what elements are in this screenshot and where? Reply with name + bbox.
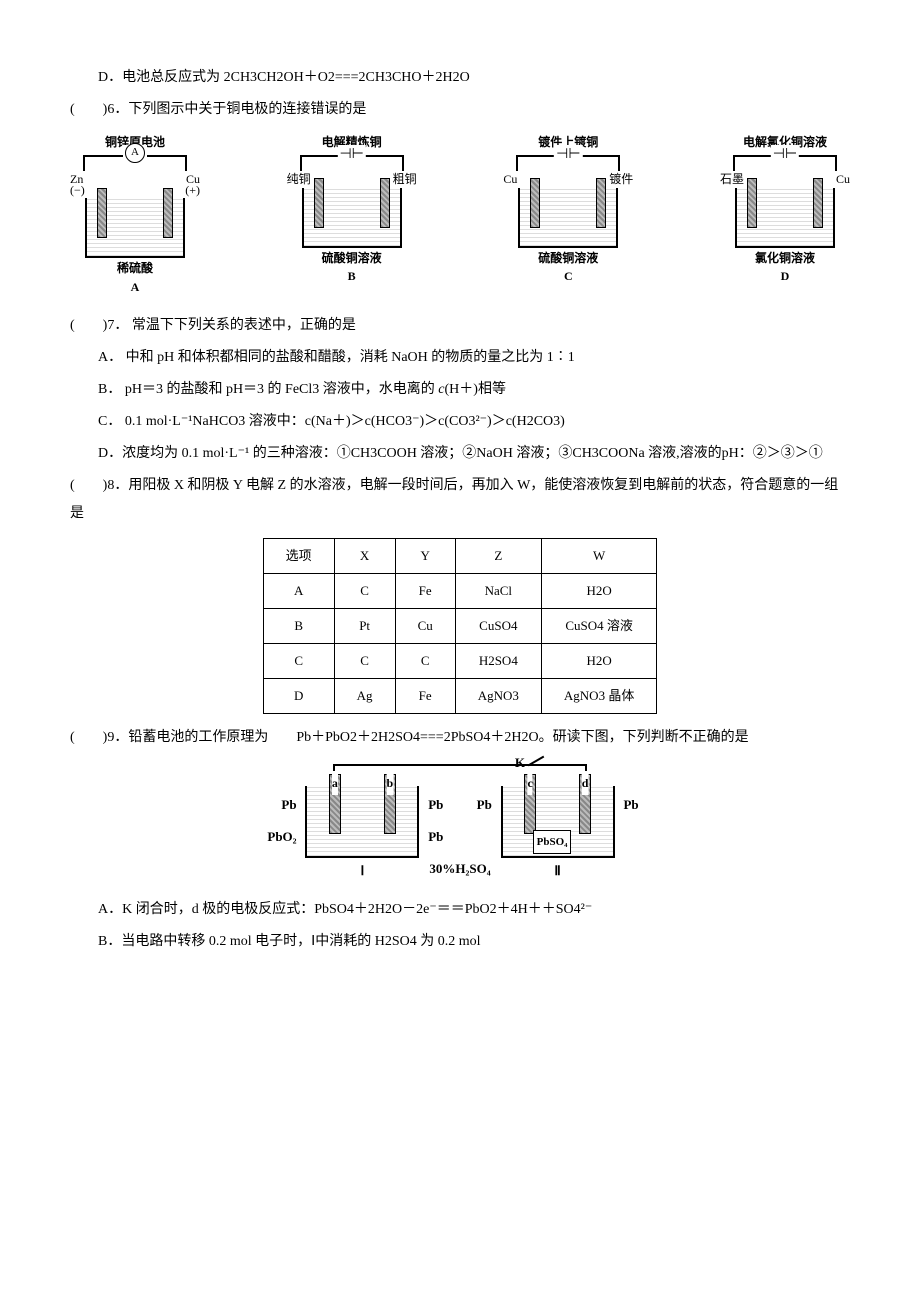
q8-header-row: 选项XYZW xyxy=(263,538,657,573)
table-row: BPtCuCuSO4CuSO4 溶液 xyxy=(263,608,657,643)
q7-b-post: (H＋)相等 xyxy=(445,382,506,397)
q7-stem: ( )7． 常温下下列关系的表述中，正确的是 xyxy=(70,312,850,340)
q6-diagrams: 铜锌原电池AZnCu(−)(+)稀硫酸A 电解精炼铜⊣⊢纯铜粗铜硫酸铜溶液B 镀件上… xyxy=(70,134,850,296)
q9-cell-2: c d PbSO₄ xyxy=(501,786,615,858)
q8-td: Fe xyxy=(395,678,455,713)
q9-e-c: c xyxy=(527,771,532,795)
q9-b: B．当电路中转移 0.2 mol 电子时，Ⅰ中消耗的 H2SO4 为 0.2 m… xyxy=(70,928,850,956)
q7-d: D．浓度均为 0.1 mol·L⁻¹ 的三种溶液：①CH3COOH 溶液；②Na… xyxy=(70,440,850,468)
q6-diagram-d: 电解氯化铜溶液⊣⊢石墨Cu氯化铜溶液D xyxy=(720,134,850,296)
q8-td: H2SO4 xyxy=(455,643,541,678)
q8-td: Pt xyxy=(334,608,395,643)
q9-c2-label: Ⅱ xyxy=(501,858,615,884)
q6-diagram-a: 铜锌原电池AZnCu(−)(+)稀硫酸A xyxy=(70,134,200,296)
q9-c2-bot: PbSO₄ xyxy=(533,830,572,854)
q9-e-d: d xyxy=(582,771,589,795)
q8-td: AgNO3 xyxy=(455,678,541,713)
q9-c1-lt: Pb xyxy=(281,792,296,818)
q7-b-pre: B． pH＝3 的盐酸和 pH＝3 的 FeCl3 溶液中，水电离的 xyxy=(98,382,438,397)
q9-c2-lt: Pb xyxy=(477,792,492,818)
q8-td: Ag xyxy=(334,678,395,713)
q8-td: D xyxy=(263,678,334,713)
q8-td: AgNO3 晶体 xyxy=(541,678,656,713)
q9-a: A．K 闭合时，d 极的电极反应式：PbSO4＋2H2O－2e⁻＝＝PbO2＋4… xyxy=(70,896,850,924)
q6-diagram-c: 镀件上镀铜⊣⊢Cu镀件硫酸铜溶液C xyxy=(503,134,633,296)
q9-stem: ( )9．铅蓄电池的工作原理为 Pb＋PbO2＋2H2SO4===2PbSO4＋… xyxy=(70,724,850,752)
q9-switch-label: K xyxy=(515,750,525,776)
q8-th: 选项 xyxy=(263,538,334,573)
q8-td: CuSO4 xyxy=(455,608,541,643)
q9-c1-lb: PbO₂ xyxy=(267,824,296,850)
table-row: DAgFeAgNO3AgNO3 晶体 xyxy=(263,678,657,713)
q8-td: C xyxy=(334,643,395,678)
q9-e-a: a xyxy=(332,771,338,795)
q8-table: 选项XYZW ACFeNaClH2OBPtCuCuSO4CuSO4 溶液CCCH… xyxy=(263,538,658,714)
q8-td: C xyxy=(395,643,455,678)
q9-c2-rt: Pb xyxy=(623,792,638,818)
q8-td: A xyxy=(263,573,334,608)
q8-td: CuSO4 溶液 xyxy=(541,608,656,643)
q8-th: W xyxy=(541,538,656,573)
q8-stem: ( )8．用阳极 X 和阴极 Y 电解 Z 的水溶液，电解一段时间后，再加入 W… xyxy=(70,472,850,528)
q8-th: Z xyxy=(455,538,541,573)
q7-a: A． 中和 pH 和体积都相同的盐酸和醋酸，消耗 NaOH 的物质的量之比为 1… xyxy=(70,344,850,372)
q8-td: C xyxy=(263,643,334,678)
q7-b: B． pH＝3 的盐酸和 pH＝3 的 FeCl3 溶液中，水电离的 c(H＋)… xyxy=(70,376,850,404)
q8-td: C xyxy=(334,573,395,608)
q5-option-d: D．电池总反应式为 2CH3CH2OH＋O2===2CH3CHO＋2H2O xyxy=(70,64,850,92)
q6-diagram-b: 电解精炼铜⊣⊢纯铜粗铜硫酸铜溶液B xyxy=(287,134,417,296)
q9-cell-1: a b xyxy=(305,786,419,858)
q7-c: C． 0.1 mol·L⁻¹NaHCO3 溶液中：c(Na＋)＞c(HCO3⁻)… xyxy=(70,408,850,436)
q8-td: NaCl xyxy=(455,573,541,608)
q8-td: H2O xyxy=(541,573,656,608)
table-row: ACFeNaClH2O xyxy=(263,573,657,608)
q8-td: H2O xyxy=(541,643,656,678)
q8-th: Y xyxy=(395,538,455,573)
q8-td: Cu xyxy=(395,608,455,643)
q9-e-b: b xyxy=(387,771,394,795)
q8-td: Fe xyxy=(395,573,455,608)
q6-stem: ( )6．下列图示中关于铜电极的连接错误的是 xyxy=(70,96,850,124)
q9-c1-rt: Pb xyxy=(428,792,443,818)
q9-figure: K Pb Pb PbO₂ Pb a b Ⅰ 30%H₂SO₄ Pb Pb c d… xyxy=(70,764,850,884)
q9-c1-rb: Pb xyxy=(428,824,443,850)
q8-th: X xyxy=(334,538,395,573)
q8-tbody: ACFeNaClH2OBPtCuCuSO4CuSO4 溶液CCCH2SO4H2O… xyxy=(263,573,657,713)
q9-c1-label: Ⅰ xyxy=(305,858,419,884)
q9-mid-label: 30%H₂SO₄ xyxy=(429,856,490,884)
table-row: CCCH2SO4H2O xyxy=(263,643,657,678)
q8-td: B xyxy=(263,608,334,643)
